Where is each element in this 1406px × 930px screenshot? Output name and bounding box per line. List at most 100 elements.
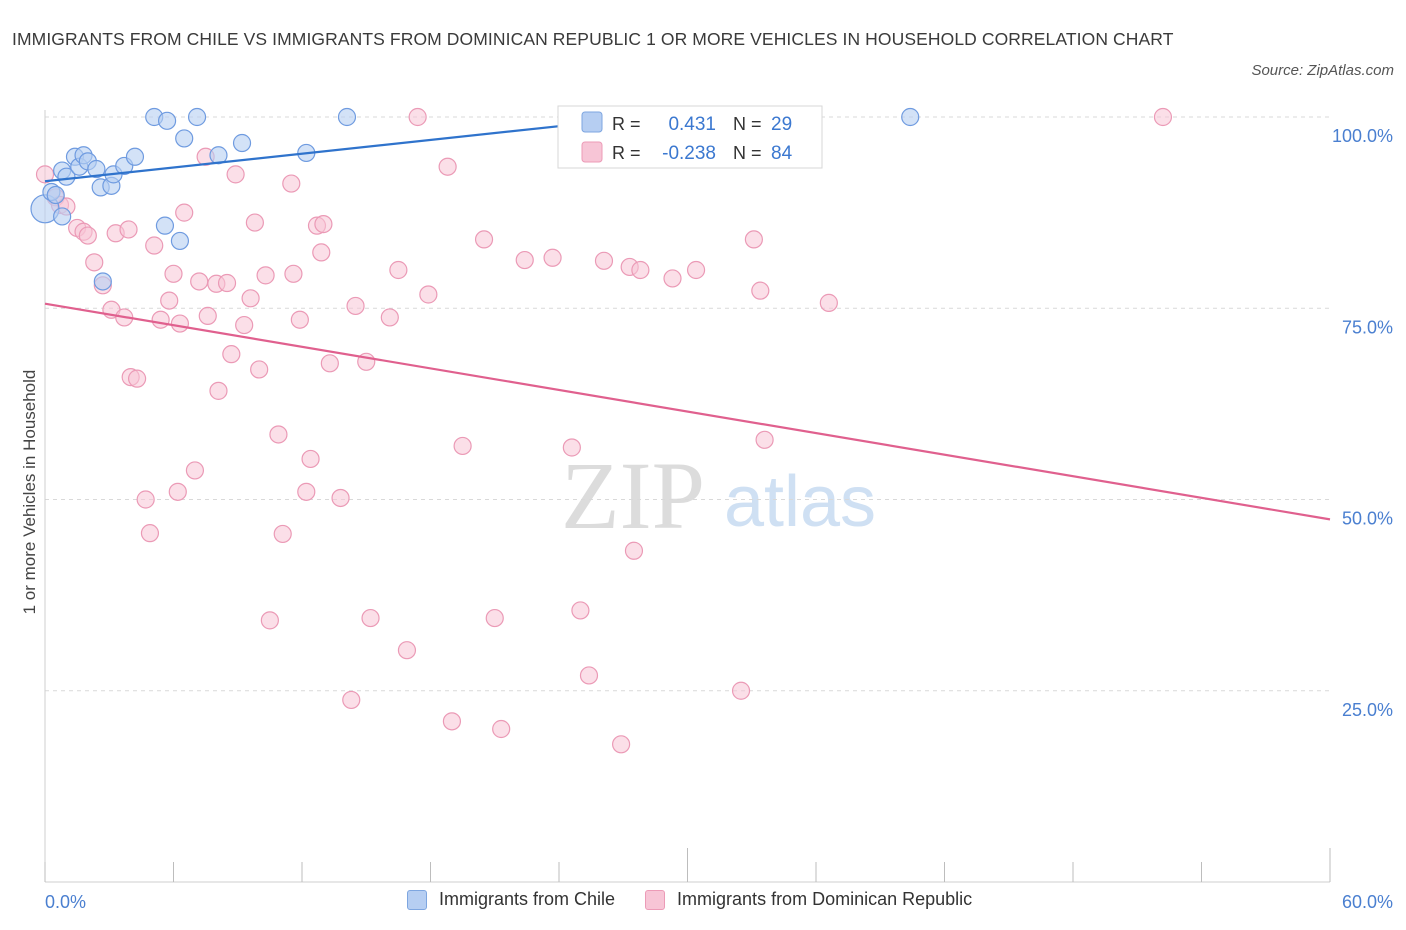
y-tick-label: 100.0% <box>1332 126 1393 146</box>
legend-swatch-chile <box>407 889 427 910</box>
x-tick-labels: 0.0% 60.0% <box>45 892 1393 912</box>
dominican-point <box>342 690 361 710</box>
source-credit: Source: ZipAtlas.com <box>1251 62 1394 79</box>
chile-point <box>232 133 252 153</box>
dominican-point <box>485 608 504 628</box>
gridlines <box>45 116 1330 692</box>
dominican-point <box>579 666 599 685</box>
dominican-point <box>594 251 614 270</box>
dominican-point <box>119 220 138 239</box>
dominican-point <box>438 157 457 176</box>
dominican-point <box>175 203 194 222</box>
chile-point <box>93 272 112 291</box>
y-tick-labels: 25.0% 50.0% 75.0% 100.0% <box>1332 126 1393 720</box>
dominican-point <box>226 165 245 184</box>
dominican-point <box>222 345 241 364</box>
dominican-point <box>160 291 179 310</box>
dominican-point <box>320 354 339 373</box>
dominican-point <box>397 641 417 660</box>
dominican-point <box>453 436 472 456</box>
dominican-point <box>1153 107 1173 127</box>
stats-box: R = 0.431 N = 29 R = -0.238 N = 84 <box>557 105 823 169</box>
dominican-point <box>78 226 97 245</box>
legend-label-chile: Immigrants from Chile <box>439 889 616 909</box>
dominican-point <box>624 541 644 560</box>
dominican-point <box>198 306 217 325</box>
legend-item-chile[interactable]: Immigrants from Chile <box>407 889 615 910</box>
stats-swatch-chile <box>581 111 603 133</box>
chile-point <box>337 107 357 127</box>
stats-n-label-chile: N = <box>733 114 762 134</box>
stats-r-label-chile: R = <box>612 114 641 134</box>
y-tick-label: 25.0% <box>1342 700 1393 720</box>
chile-point <box>187 107 207 127</box>
dominican-point <box>136 490 155 509</box>
dominican-point <box>269 425 288 444</box>
dominican-point <box>297 482 316 501</box>
dominican-point <box>744 230 763 249</box>
dominican-point <box>185 461 205 480</box>
chile-point <box>53 207 72 226</box>
chile-point <box>175 129 194 148</box>
dominican-point <box>164 264 183 283</box>
dominican-point <box>419 285 438 304</box>
stats-r-value-chile: 0.431 <box>668 114 716 135</box>
legend-item-dominican[interactable]: Immigrants from Dominican Republic <box>645 889 972 910</box>
axes <box>44 110 1331 883</box>
y-tick-label: 50.0% <box>1342 509 1393 529</box>
dominican-point <box>361 608 380 628</box>
chart-title: IMMIGRANTS FROM CHILE VS IMMIGRANTS FROM… <box>12 29 1174 49</box>
dominican-point <box>331 488 350 508</box>
dominican-point <box>168 482 187 501</box>
dominican-point <box>751 281 770 300</box>
dominican-trend-line <box>44 302 1331 521</box>
legend-label-dominican: Immigrants from Dominican Republic <box>677 889 973 909</box>
x-tick-label: 60.0% <box>1342 892 1393 912</box>
dominican-point <box>442 712 462 731</box>
dominican-point <box>408 107 427 127</box>
dominican-point <box>663 269 682 288</box>
stats-swatch-dominican <box>581 141 603 163</box>
y-tick-label: 75.0% <box>1342 317 1393 337</box>
watermark-zip: ZIP <box>561 442 705 549</box>
dominican-point <box>35 165 55 184</box>
dominican-point <box>301 449 320 469</box>
dominican-point <box>217 273 237 293</box>
chile-point <box>46 185 65 205</box>
dominican-point <box>235 315 254 335</box>
legend: Immigrants from Chile Immigrants from Do… <box>407 889 1002 910</box>
dominican-point <box>380 308 399 327</box>
dominican-point <box>612 735 631 754</box>
dominican-point <box>571 601 590 620</box>
dominican-point <box>145 236 164 255</box>
legend-swatch-dominican <box>645 889 666 910</box>
dominican-point <box>170 314 190 333</box>
dominican-point <box>755 430 774 449</box>
dominican-point <box>140 524 160 543</box>
stats-n-value-chile: 29 <box>771 114 792 135</box>
dominican-point <box>314 215 333 234</box>
dominican-point <box>631 260 650 280</box>
chile-trend-line <box>44 115 645 183</box>
dominican-point <box>209 381 228 400</box>
dominican-point <box>85 253 104 272</box>
chile-point <box>901 107 920 127</box>
dominican-point <box>256 266 275 285</box>
dominican-point <box>819 293 838 312</box>
trend-lines <box>44 115 1331 521</box>
stats-n-value-dominican: 84 <box>771 143 793 164</box>
dominican-point <box>492 719 511 739</box>
dominican-point <box>241 289 260 308</box>
chile-point <box>170 231 190 251</box>
dominican-point <box>312 243 331 262</box>
y-axis-title: 1 or more Vehicles in Household <box>20 370 39 615</box>
stats-r-label-dominican: R = <box>612 143 641 163</box>
chile-point <box>87 159 106 179</box>
chile-point <box>155 216 175 235</box>
dominican-point <box>346 296 365 316</box>
chile-point <box>157 111 177 130</box>
dominican-point <box>282 174 301 193</box>
dominican-point <box>731 681 751 700</box>
x-tick-label: 0.0% <box>45 892 86 912</box>
